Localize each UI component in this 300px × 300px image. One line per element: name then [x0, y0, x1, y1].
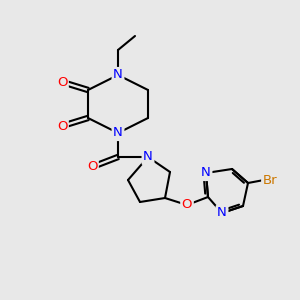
Text: O: O	[57, 76, 67, 88]
Text: O: O	[87, 160, 97, 173]
Text: N: N	[113, 127, 123, 140]
Text: O: O	[182, 199, 192, 212]
Text: N: N	[217, 206, 227, 220]
Text: N: N	[113, 68, 123, 82]
Text: N: N	[143, 151, 153, 164]
Text: Br: Br	[263, 173, 277, 187]
Text: O: O	[57, 119, 67, 133]
Text: N: N	[201, 167, 211, 179]
